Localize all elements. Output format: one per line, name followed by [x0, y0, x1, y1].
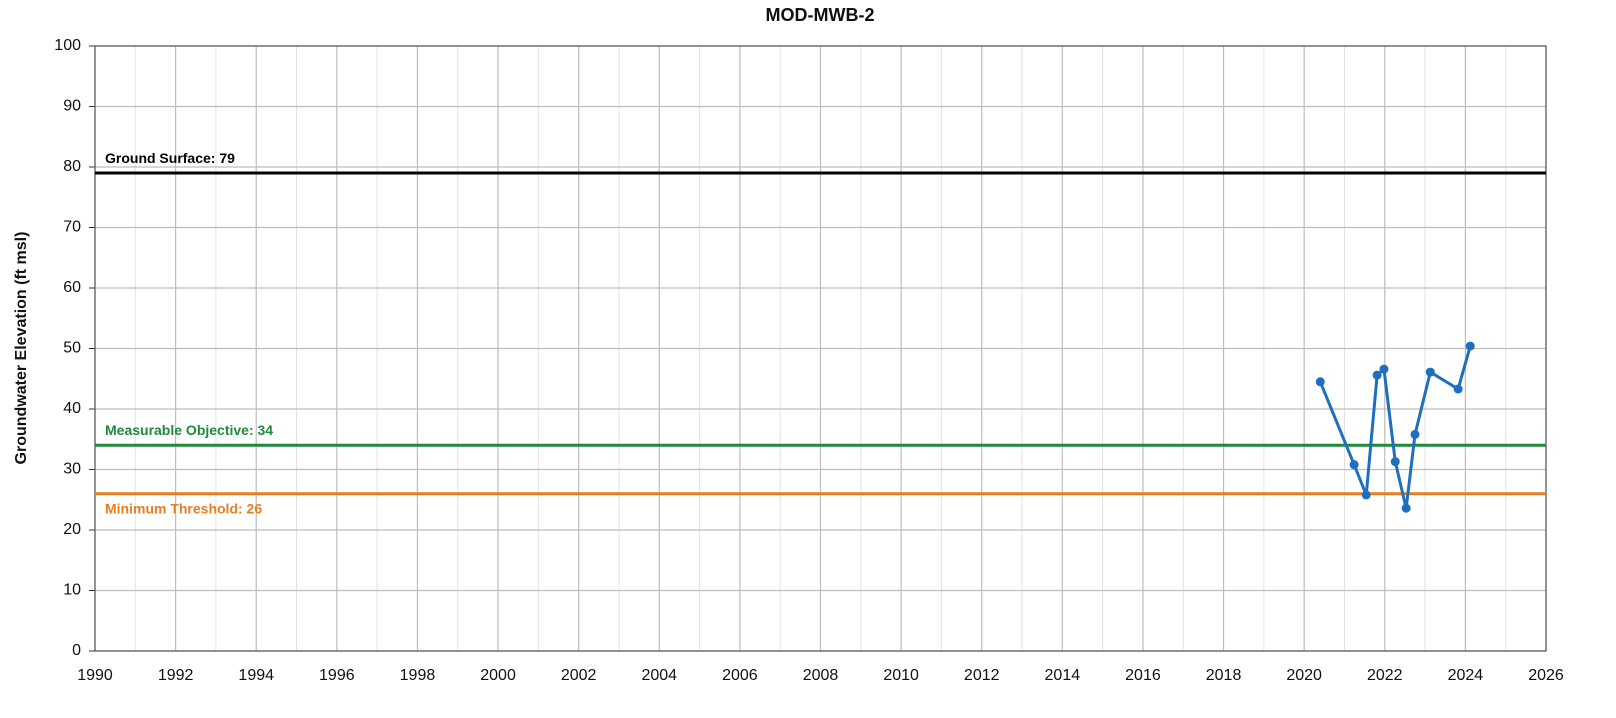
x-tick-label: 2020: [1286, 667, 1322, 684]
y-tick-label: 90: [63, 98, 81, 115]
x-tick-label: 2018: [1206, 667, 1242, 684]
data-point: [1465, 341, 1475, 351]
data-point: [1315, 377, 1325, 387]
x-tick-label: 2026: [1528, 667, 1564, 684]
data-point: [1390, 457, 1400, 467]
x-tick-label: 1992: [158, 667, 194, 684]
data-point: [1401, 503, 1411, 513]
x-tick-label: 2012: [964, 667, 1000, 684]
data-point: [1453, 384, 1463, 394]
data-point: [1379, 364, 1389, 374]
x-tick-label: 2000: [480, 667, 516, 684]
data-point: [1349, 460, 1359, 470]
data-point: [1372, 370, 1382, 380]
plot-frame: [94, 45, 1547, 652]
reference-label: Minimum Threshold: 26: [105, 500, 262, 516]
x-tick-label: 2024: [1448, 667, 1484, 684]
y-tick-label: 30: [63, 461, 81, 478]
series-line: [1318, 345, 1472, 509]
y-tick-label: 0: [72, 642, 81, 659]
x-tick-label: 2010: [883, 667, 919, 684]
y-tick-label: 40: [63, 400, 81, 417]
y-axis-label: Groundwater Elevation (ft msl): [13, 232, 30, 465]
x-tick-label: 2022: [1367, 667, 1403, 684]
x-tick-label: 2002: [561, 667, 597, 684]
data-point: [1410, 429, 1420, 439]
x-tick-label: 1998: [400, 667, 436, 684]
x-tick-label: 1990: [77, 667, 113, 684]
y-tick-label: 60: [63, 279, 81, 296]
x-tick-label: 2014: [1045, 667, 1081, 684]
data-point: [1361, 490, 1371, 500]
x-tick-label: 2006: [722, 667, 758, 684]
y-tick-label: 100: [54, 37, 81, 54]
x-tick-label: 2008: [803, 667, 839, 684]
y-tick-label: 80: [63, 158, 81, 175]
x-tick-label: 2004: [641, 667, 677, 684]
x-tick-label: 1996: [319, 667, 355, 684]
y-tick-label: 50: [63, 340, 81, 357]
y-tick-label: 20: [63, 521, 81, 538]
x-tick-label: 1994: [238, 667, 274, 684]
y-tick-label: 70: [63, 219, 81, 236]
reference-label: Measurable Objective: 34: [105, 422, 273, 438]
reference-label: Ground Surface: 79: [105, 150, 235, 166]
y-tick-label: 10: [63, 582, 81, 599]
data-point: [1425, 367, 1435, 377]
chart-title: MOD-MWB-2: [766, 5, 875, 25]
x-tick-label: 2016: [1125, 667, 1161, 684]
